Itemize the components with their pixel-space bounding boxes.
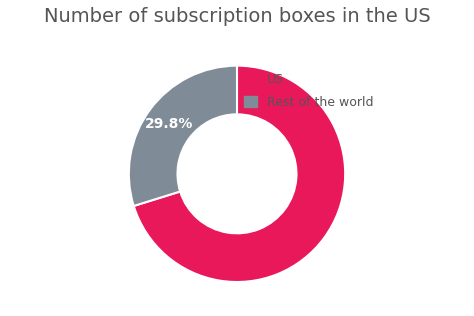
Legend: US, Rest of the world: US, Rest of the world bbox=[238, 66, 380, 115]
Title: Number of subscription boxes in the US: Number of subscription boxes in the US bbox=[44, 7, 430, 26]
Wedge shape bbox=[129, 66, 237, 206]
Text: 70.2%: 70.2% bbox=[281, 217, 329, 231]
Text: 29.8%: 29.8% bbox=[145, 117, 193, 131]
Wedge shape bbox=[134, 66, 345, 282]
